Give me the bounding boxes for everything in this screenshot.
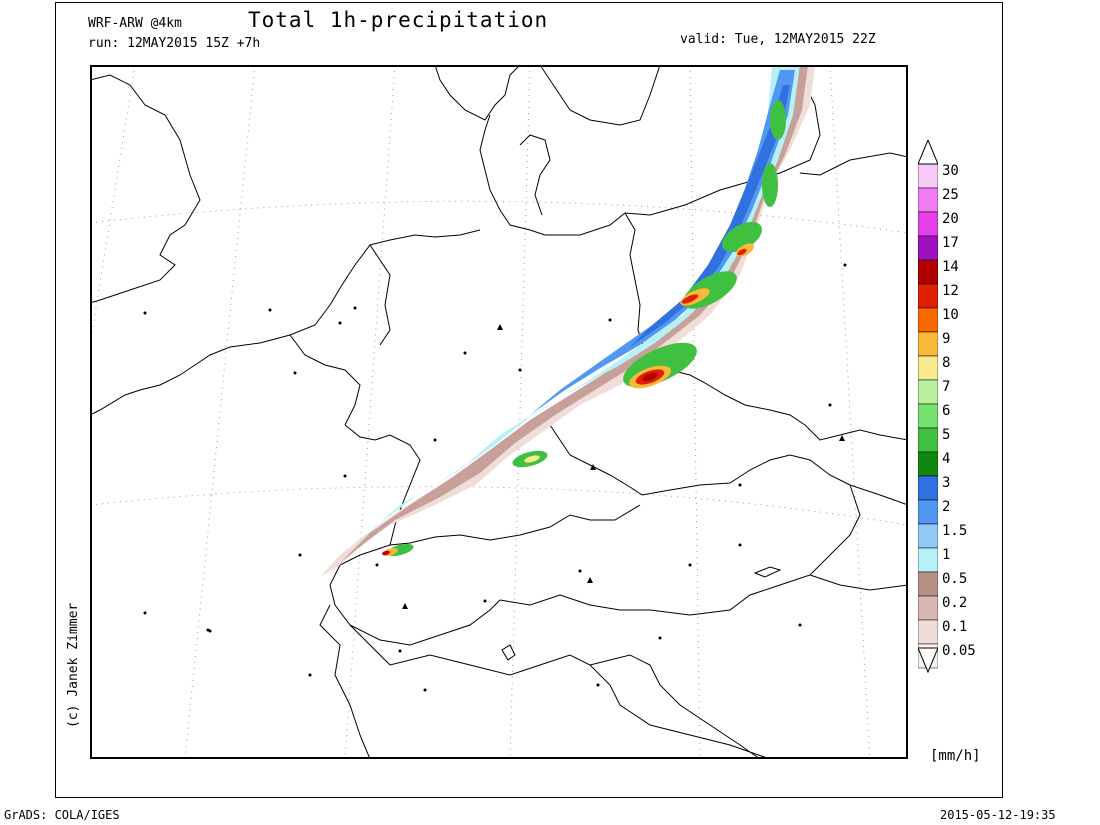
legend-swatch: [918, 571, 938, 597]
graticule: [90, 65, 908, 759]
precipitation-legend-bar: [918, 140, 938, 674]
legend-label: 9: [942, 331, 951, 347]
legend-swatch: [918, 355, 938, 381]
coastlines-borders: [90, 65, 908, 759]
precipitation-map: [90, 65, 908, 759]
figure-frame: [55, 2, 1003, 798]
legend-swatch: [918, 427, 938, 453]
legend-label: 20: [942, 211, 959, 227]
legend-swatch: [918, 259, 938, 285]
legend-label: 7: [942, 379, 951, 395]
legend-swatch: [918, 619, 938, 645]
legend-top-arrow: [918, 140, 938, 165]
legend-swatch: [918, 163, 938, 189]
legend-bottom-arrow: [918, 647, 938, 674]
valid-time: valid: Tue, 12MAY2015 22Z: [680, 32, 876, 47]
map-border: [90, 65, 908, 759]
city-markers: [143, 263, 847, 692]
legend-label: 0.5: [942, 571, 968, 587]
legend-swatch: [918, 451, 938, 477]
legend-label: 17: [942, 235, 959, 251]
legend-label: 10: [942, 307, 959, 323]
legend-swatch: [918, 595, 938, 621]
legend-label: 0.2: [942, 595, 968, 611]
legend-label: 25: [942, 187, 959, 203]
legend-label: 2: [942, 499, 951, 515]
precipitation-band: [320, 65, 815, 577]
legend-label: 14: [942, 259, 959, 275]
legend-label: 0.05: [942, 643, 976, 659]
legend-label: 1.5: [942, 523, 968, 539]
legend-label: 4: [942, 451, 951, 467]
legend-label: 1: [942, 547, 951, 563]
legend-swatch: [918, 499, 938, 525]
model-name: WRF-ARW @4km: [88, 16, 182, 31]
copyright-label: (c) Janek Zimmer: [66, 602, 81, 728]
legend-label: 0.1: [942, 619, 968, 635]
legend-swatch: [918, 523, 938, 549]
legend-swatch: [918, 235, 938, 261]
legend-swatch: [918, 403, 938, 429]
legend-swatch: [918, 187, 938, 213]
legend-swatch: [918, 547, 938, 573]
run-info: run: 12MAY2015 15Z +7h: [88, 36, 261, 51]
capital-markers: [402, 324, 845, 609]
legend-label: 6: [942, 403, 951, 419]
map-title: Total 1h-precipitation: [248, 8, 549, 32]
legend-swatch: [918, 475, 938, 501]
unit-label: [mm/h]: [930, 748, 981, 764]
legend-label: 5: [942, 427, 951, 443]
legend-label: 3: [942, 475, 951, 491]
legend-swatch: [918, 331, 938, 357]
legend-swatch: [918, 379, 938, 405]
legend-label: 8: [942, 355, 951, 371]
legend-label: 12: [942, 283, 959, 299]
legend-label: 30: [942, 163, 959, 179]
software-credit: GrADS: COLA/IGES: [4, 808, 120, 822]
render-timestamp: 2015-05-12-19:35: [940, 808, 1056, 822]
legend-swatch: [918, 211, 938, 237]
legend-swatch: [918, 283, 938, 309]
legend-swatch: [918, 307, 938, 333]
